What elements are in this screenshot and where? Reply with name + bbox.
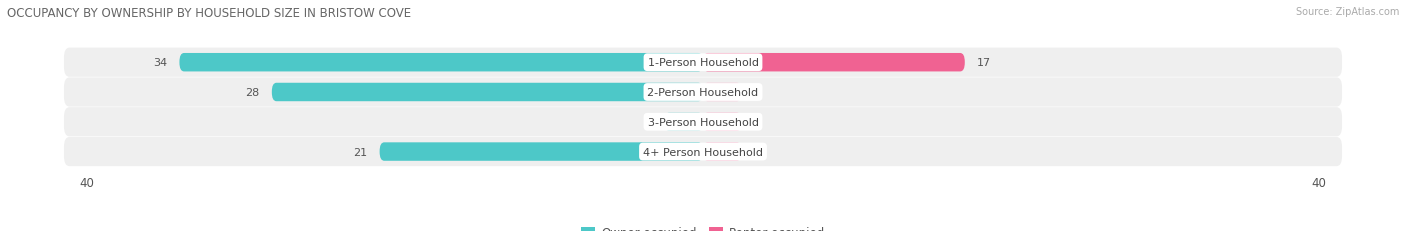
Text: 17: 17 xyxy=(977,58,991,68)
FancyBboxPatch shape xyxy=(63,49,1343,77)
Text: 2-Person Household: 2-Person Household xyxy=(647,88,759,97)
Text: 1-Person Household: 1-Person Household xyxy=(648,58,758,68)
Text: 0: 0 xyxy=(754,88,761,97)
Text: 0: 0 xyxy=(754,147,761,157)
FancyBboxPatch shape xyxy=(180,54,703,72)
FancyBboxPatch shape xyxy=(703,54,965,72)
FancyBboxPatch shape xyxy=(703,143,741,161)
FancyBboxPatch shape xyxy=(703,113,741,131)
Text: 0: 0 xyxy=(645,117,652,127)
FancyBboxPatch shape xyxy=(63,108,1343,137)
Text: 0: 0 xyxy=(754,117,761,127)
Text: 4+ Person Household: 4+ Person Household xyxy=(643,147,763,157)
FancyBboxPatch shape xyxy=(63,78,1343,107)
FancyBboxPatch shape xyxy=(380,143,703,161)
Text: OCCUPANCY BY OWNERSHIP BY HOUSEHOLD SIZE IN BRISTOW COVE: OCCUPANCY BY OWNERSHIP BY HOUSEHOLD SIZE… xyxy=(7,7,411,20)
FancyBboxPatch shape xyxy=(703,83,741,102)
FancyBboxPatch shape xyxy=(271,83,703,102)
Text: 21: 21 xyxy=(353,147,367,157)
Legend: Owner-occupied, Renter-occupied: Owner-occupied, Renter-occupied xyxy=(576,221,830,231)
Text: 28: 28 xyxy=(245,88,260,97)
FancyBboxPatch shape xyxy=(665,113,703,131)
FancyBboxPatch shape xyxy=(63,137,1343,166)
Text: 34: 34 xyxy=(153,58,167,68)
Text: Source: ZipAtlas.com: Source: ZipAtlas.com xyxy=(1295,7,1399,17)
Text: 3-Person Household: 3-Person Household xyxy=(648,117,758,127)
